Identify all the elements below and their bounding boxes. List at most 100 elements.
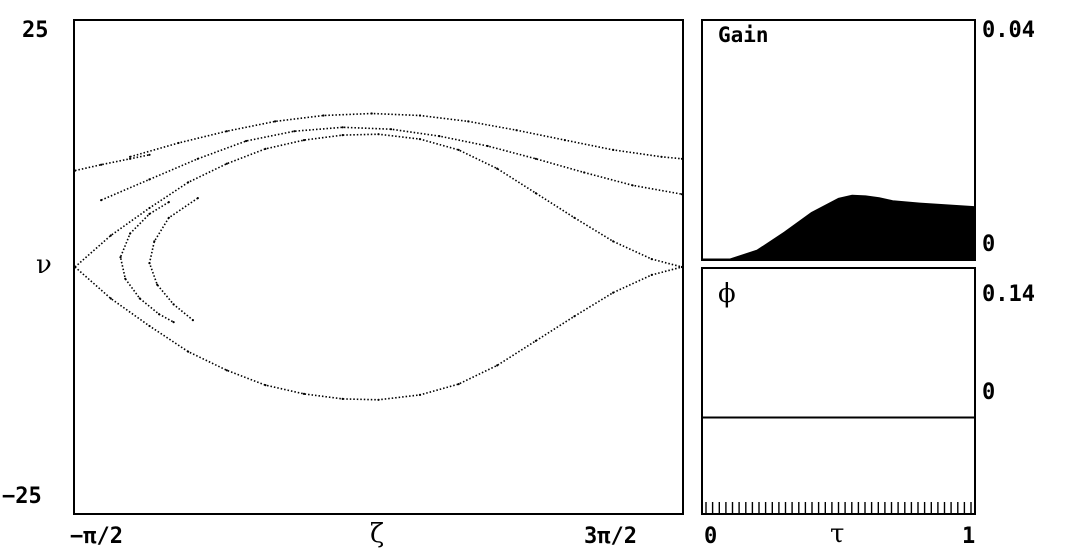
series-3-point-4 — [322, 114, 325, 117]
series-2-point-3 — [245, 139, 248, 143]
series-3-point-10 — [612, 148, 615, 151]
series-2-point-4 — [293, 130, 296, 133]
series-2-point-5 — [341, 126, 344, 129]
series-3-point-3 — [274, 120, 277, 123]
series-2-point-2 — [196, 157, 199, 160]
series-3-point-8 — [515, 129, 518, 132]
series-2-point-6 — [389, 128, 393, 131]
series-5-point-1 — [148, 212, 151, 215]
series-0-point-11 — [496, 364, 499, 367]
series-2-point-11 — [631, 184, 634, 187]
gain-y-tick-top: 0.04 — [982, 18, 1035, 43]
series-0-point-5 — [264, 384, 267, 387]
series-6-point-6 — [191, 319, 194, 322]
series-3-curve — [129, 112, 682, 160]
series-0-point-10 — [457, 383, 460, 386]
series-0-point-4 — [225, 369, 228, 372]
series-4-point-2 — [129, 157, 132, 160]
phase-svg — [703, 416, 974, 513]
series-1-point-3 — [187, 181, 190, 184]
phase-title: ϕ — [718, 279, 736, 309]
series-4-curve — [75, 154, 150, 172]
series-1-point-12 — [534, 192, 537, 195]
gain-title: Gain — [718, 23, 769, 47]
series-1-point-10 — [457, 148, 460, 151]
series-0-point-1 — [109, 297, 112, 300]
series-1-point-2 — [148, 206, 151, 210]
series-5-point-7 — [172, 321, 175, 324]
series-6-point-0 — [196, 197, 199, 200]
series-5-curve — [119, 201, 174, 323]
series-1-point-11 — [496, 167, 499, 170]
series-1-point-14 — [612, 240, 615, 243]
series-0-point-14 — [612, 291, 615, 294]
gain-y-tick-bottom: 0 — [982, 232, 996, 257]
series-1-point-6 — [302, 139, 306, 142]
series-6-point-3 — [148, 262, 151, 265]
series-0-point-8 — [377, 398, 380, 401]
series-3-point-6 — [418, 114, 422, 117]
series-1-point-9 — [418, 138, 422, 141]
series-5-point-2 — [129, 232, 132, 235]
series-6-point-4 — [156, 283, 159, 286]
phase-plot — [701, 267, 976, 515]
series-2-point-10 — [583, 171, 586, 174]
series-3-point-12 — [680, 157, 682, 160]
y-axis-label: ν — [36, 250, 52, 280]
phase-space-svg — [75, 112, 682, 401]
series-2-point-7 — [438, 135, 441, 138]
tau-tick-left: 0 — [704, 524, 718, 549]
series-2-point-12 — [680, 193, 682, 196]
series-1-point-0 — [75, 265, 77, 269]
series-0-point-13 — [573, 315, 576, 318]
series-1-point-15 — [650, 258, 653, 261]
y-tick-bottom: −25 — [2, 484, 42, 509]
series-2-point-9 — [534, 157, 537, 160]
series-1-point-8 — [377, 133, 380, 136]
series-1-point-4 — [225, 162, 228, 165]
series-5-point-5 — [138, 297, 141, 300]
gain-svg — [703, 194, 974, 259]
tau-axis-label: τ — [830, 519, 845, 549]
series-4-point-0 — [75, 169, 77, 172]
series-6-point-1 — [167, 216, 170, 219]
gain-plot — [701, 19, 976, 261]
phase-y-tick-top: 0.14 — [982, 282, 1035, 307]
series-0-point-2 — [148, 324, 151, 328]
series-0-point-15 — [650, 273, 653, 276]
series-0-point-6 — [302, 392, 306, 395]
series-5-point-6 — [158, 313, 161, 316]
series-6-point-5 — [172, 303, 175, 306]
phase-y-tick-bottom: 0 — [982, 380, 996, 405]
series-6-curve — [148, 197, 199, 321]
series-1-point-5 — [264, 147, 267, 150]
x-axis-label: ζ — [370, 519, 385, 549]
series-5-point-4 — [124, 277, 127, 280]
series-5-point-0 — [167, 201, 170, 204]
series-0-point-12 — [534, 339, 537, 342]
series-1-point-13 — [573, 216, 576, 219]
series-4-point-3 — [148, 153, 151, 156]
series-6-point-2 — [153, 240, 156, 243]
x-tick-left: −π/2 — [70, 524, 123, 549]
series-3-point-9 — [563, 139, 566, 142]
series-1-point-16 — [680, 265, 682, 269]
gain-area — [703, 194, 974, 259]
series-3-point-11 — [660, 155, 663, 158]
series-1-point-7 — [341, 134, 344, 137]
series-3-point-7 — [467, 120, 470, 123]
series-5-point-3 — [119, 256, 122, 259]
series-1-point-1 — [109, 234, 112, 237]
series-3-point-5 — [370, 112, 373, 115]
series-3-point-0 — [129, 155, 132, 158]
series-2-point-8 — [486, 144, 489, 148]
series-2-point-1 — [148, 178, 151, 181]
x-tick-right: 3π/2 — [584, 524, 637, 549]
series-2-point-0 — [100, 199, 103, 202]
series-1-curve — [75, 133, 682, 268]
tau-tick-right: 1 — [962, 524, 976, 549]
series-2-curve — [100, 126, 682, 201]
series-0-point-3 — [187, 350, 190, 353]
series-4-point-1 — [100, 163, 103, 166]
series-0-point-7 — [341, 397, 344, 400]
